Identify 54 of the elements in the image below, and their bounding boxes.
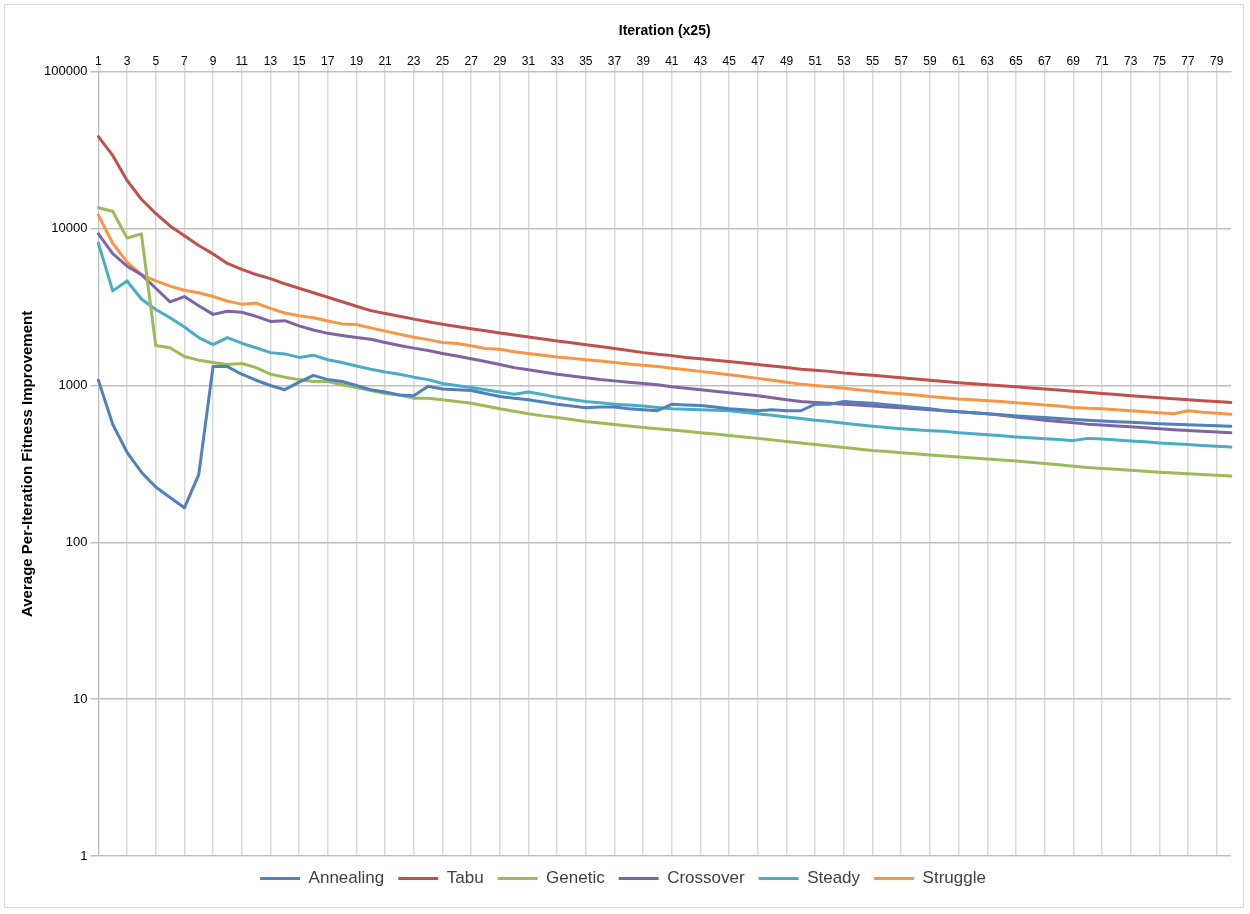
x-tick-label: 23: [407, 54, 421, 69]
x-tick-label: 37: [607, 54, 622, 69]
x-tick-label: 71: [1095, 54, 1109, 69]
legend-label: Steady: [807, 868, 861, 888]
y-tick-label: 100: [65, 533, 88, 549]
x-tick-label: 41: [665, 54, 679, 69]
x-tick-label: 35: [579, 54, 593, 69]
x-tick-label: 27: [464, 54, 479, 69]
y-tick-label: 1000: [58, 377, 88, 393]
x-tick-label: 25: [435, 54, 450, 69]
x-tick-label: 7: [181, 54, 189, 69]
legend-label: Genetic: [546, 868, 606, 888]
y-tick-label: 1: [80, 847, 88, 863]
y-tick-label: 100000: [43, 63, 88, 79]
x-tick-label: 77: [1181, 54, 1195, 69]
x-tick-label: 1: [95, 54, 103, 69]
x-tick-label: 47: [751, 54, 765, 69]
x-tick-label: 69: [1066, 54, 1081, 69]
x-tick-label: 73: [1123, 54, 1138, 69]
x-tick-label: 21: [378, 54, 393, 69]
x-tick-label: 53: [837, 54, 851, 69]
x-tick-label: 31: [521, 54, 536, 69]
x-tick-label: 75: [1152, 54, 1167, 69]
x-tick-label: 63: [980, 54, 995, 69]
legend-label: Annealing: [308, 868, 385, 888]
x-tick-label: 79: [1209, 54, 1224, 69]
x-tick-label: 43: [693, 54, 708, 69]
x-tick-label: 33: [550, 54, 565, 69]
x-tick-label: 57: [894, 54, 909, 69]
x-tick-label: 61: [951, 54, 966, 69]
x-tick-label: 11: [235, 54, 249, 69]
legend-label: Tabu: [446, 868, 484, 888]
x-tick-label: 17: [321, 54, 335, 69]
x-tick-label: 15: [292, 54, 307, 69]
x-tick-label: 45: [722, 54, 737, 69]
x-tick-label: 29: [493, 54, 507, 69]
legend-label: Crossover: [667, 868, 745, 888]
x-tick-label: 39: [636, 54, 651, 69]
x-tick-label: 67: [1037, 54, 1052, 69]
x-tick-label: 51: [808, 54, 823, 69]
x-tick-label: 3: [123, 54, 131, 69]
x-tick-label: 5: [152, 54, 160, 69]
y-axis-title: Average Per-Iteration Fitness Improvement: [18, 310, 36, 618]
y-tick-label: 10: [72, 690, 88, 706]
x-tick-label: 9: [209, 54, 217, 69]
x-tick-label: 55: [865, 54, 880, 69]
x-axis-title: Iteration (x25): [618, 22, 711, 39]
x-tick-label: 19: [349, 54, 364, 69]
legend-label: Struggle: [922, 868, 986, 888]
x-tick-label: 13: [263, 54, 278, 69]
x-tick-label: 49: [779, 54, 794, 69]
x-tick-label: 59: [923, 54, 937, 69]
x-tick-label: 65: [1009, 54, 1023, 69]
y-tick-label: 10000: [51, 220, 88, 236]
